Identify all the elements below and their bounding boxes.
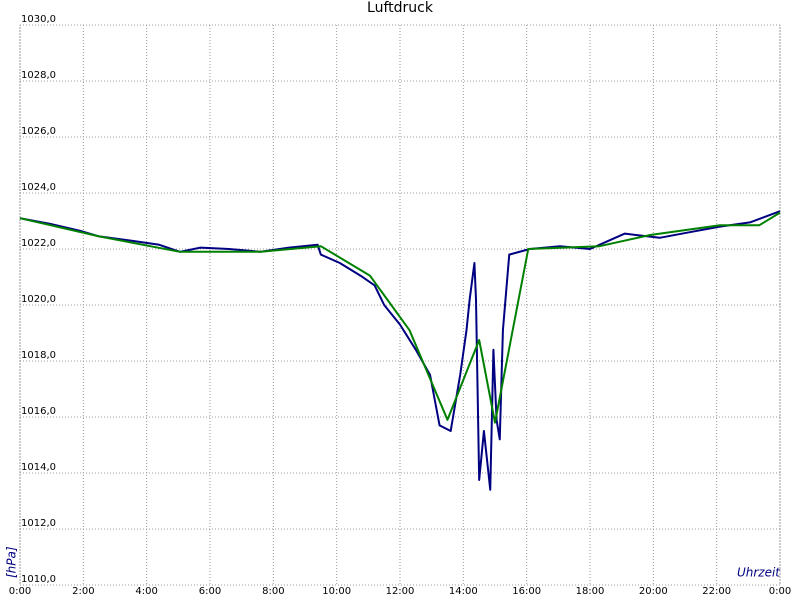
x-tick-label: 8:00 xyxy=(262,586,284,597)
x-tick-label: 0:00 xyxy=(9,586,31,597)
x-tick-label: 2:00 xyxy=(72,586,94,597)
y-tick-label: 1028,0 xyxy=(21,70,56,81)
y-axis-label: [hPa] xyxy=(5,546,19,578)
x-tick-label: 20:00 xyxy=(639,586,668,597)
x-tick-label: 6:00 xyxy=(199,586,221,597)
x-tick-label: 22:00 xyxy=(702,586,731,597)
y-tick-label: 1024,0 xyxy=(21,182,56,193)
data-line xyxy=(19,211,781,424)
y-tick-label: 1014,0 xyxy=(21,462,56,473)
y-tick-label: 1012,0 xyxy=(21,518,56,529)
x-tick-label: 18:00 xyxy=(576,586,605,597)
y-tick-label: 1030,0 xyxy=(21,14,56,25)
x-tick-label: 12:00 xyxy=(386,586,415,597)
y-tick-label: 1022,0 xyxy=(21,238,56,249)
x-axis-label: Uhrzeit xyxy=(737,566,781,580)
x-tick-label: 14:00 xyxy=(449,586,478,597)
y-tick-label: 1020,0 xyxy=(21,294,56,305)
y-tick-label: 1010,0 xyxy=(21,574,56,585)
data-line xyxy=(19,210,781,491)
x-tick-label: 4:00 xyxy=(135,586,157,597)
x-tick-label: 10:00 xyxy=(322,586,351,597)
x-tick-label: 16:00 xyxy=(512,586,541,597)
x-tick-label: 0:00 xyxy=(769,586,791,597)
chart-title: Luftdruck xyxy=(367,0,434,16)
y-tick-label: 1026,0 xyxy=(21,126,56,137)
y-tick-label: 1018,0 xyxy=(21,350,56,361)
y-tick-label: 1016,0 xyxy=(21,406,56,417)
